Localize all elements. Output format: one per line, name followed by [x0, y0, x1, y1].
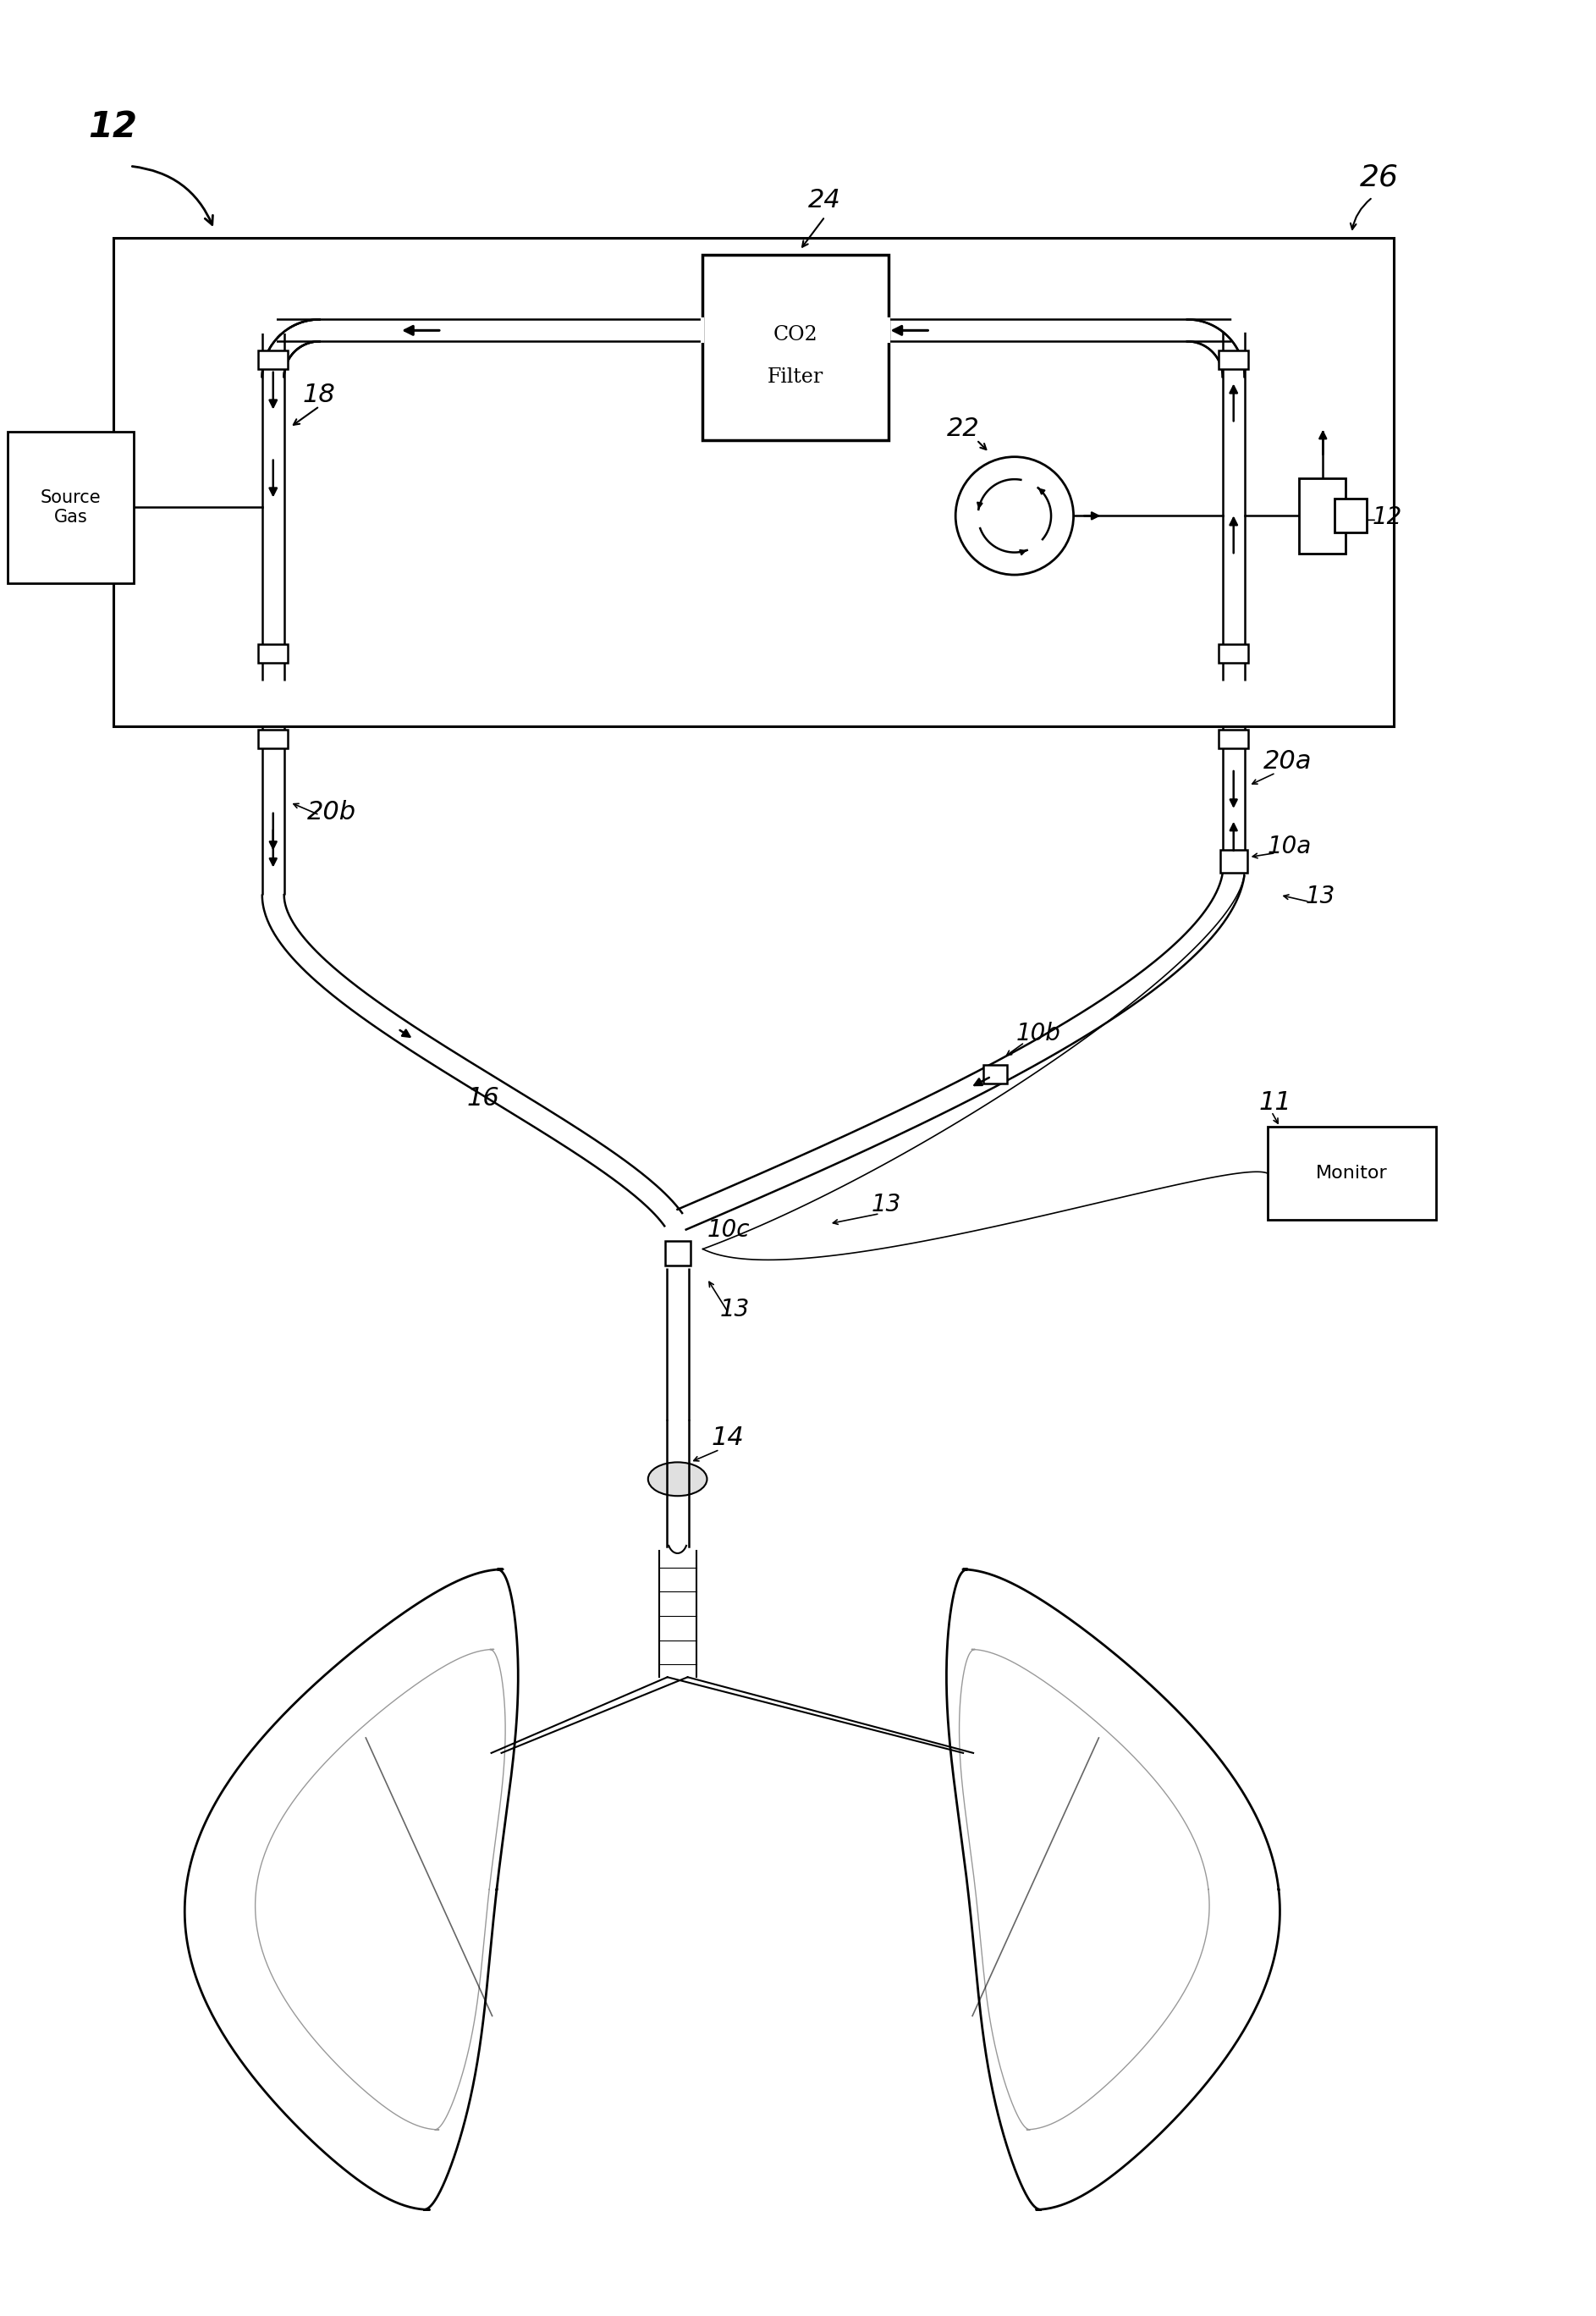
Bar	[1299, 477, 1345, 554]
Text: 13: 13	[871, 1193, 902, 1216]
Text: 10a: 10a	[1267, 834, 1312, 857]
Circle shape	[956, 456, 1074, 574]
Text: Filter: Filter	[768, 366, 824, 387]
Text: 10b: 10b	[1017, 1021, 1061, 1047]
Bar	[1334, 498, 1366, 533]
Ellipse shape	[648, 1461, 707, 1496]
Bar	[1219, 644, 1248, 662]
Text: 14: 14	[712, 1427, 744, 1450]
Text: 18: 18	[303, 382, 335, 408]
Bar	[8, 431, 134, 584]
Text: 22: 22	[946, 417, 980, 440]
Text: 16: 16	[468, 1086, 500, 1112]
Text: 12: 12	[88, 109, 137, 146]
Bar	[259, 730, 287, 748]
Bar	[1219, 850, 1246, 873]
Bar	[1219, 730, 1248, 748]
Bar	[983, 1065, 1007, 1084]
Text: 20a: 20a	[1262, 748, 1312, 774]
Text: 13: 13	[720, 1297, 750, 1322]
Text: 24: 24	[808, 188, 841, 213]
Text: Source
Gas: Source Gas	[40, 489, 101, 526]
Bar	[1219, 350, 1248, 368]
Text: 26: 26	[1360, 162, 1398, 192]
Text: Monitor: Monitor	[1315, 1165, 1387, 1181]
Text: 11: 11	[1259, 1091, 1291, 1114]
Bar	[259, 644, 287, 662]
Bar	[702, 255, 887, 440]
Text: 13: 13	[1306, 885, 1334, 908]
Text: 12: 12	[1373, 505, 1403, 530]
Bar	[259, 350, 287, 368]
Bar	[1267, 1128, 1436, 1221]
Bar	[113, 239, 1393, 727]
Text: 20b: 20b	[306, 799, 356, 824]
Text: 10c: 10c	[707, 1218, 750, 1241]
Bar	[666, 1241, 689, 1267]
Text: CO2: CO2	[772, 324, 817, 345]
